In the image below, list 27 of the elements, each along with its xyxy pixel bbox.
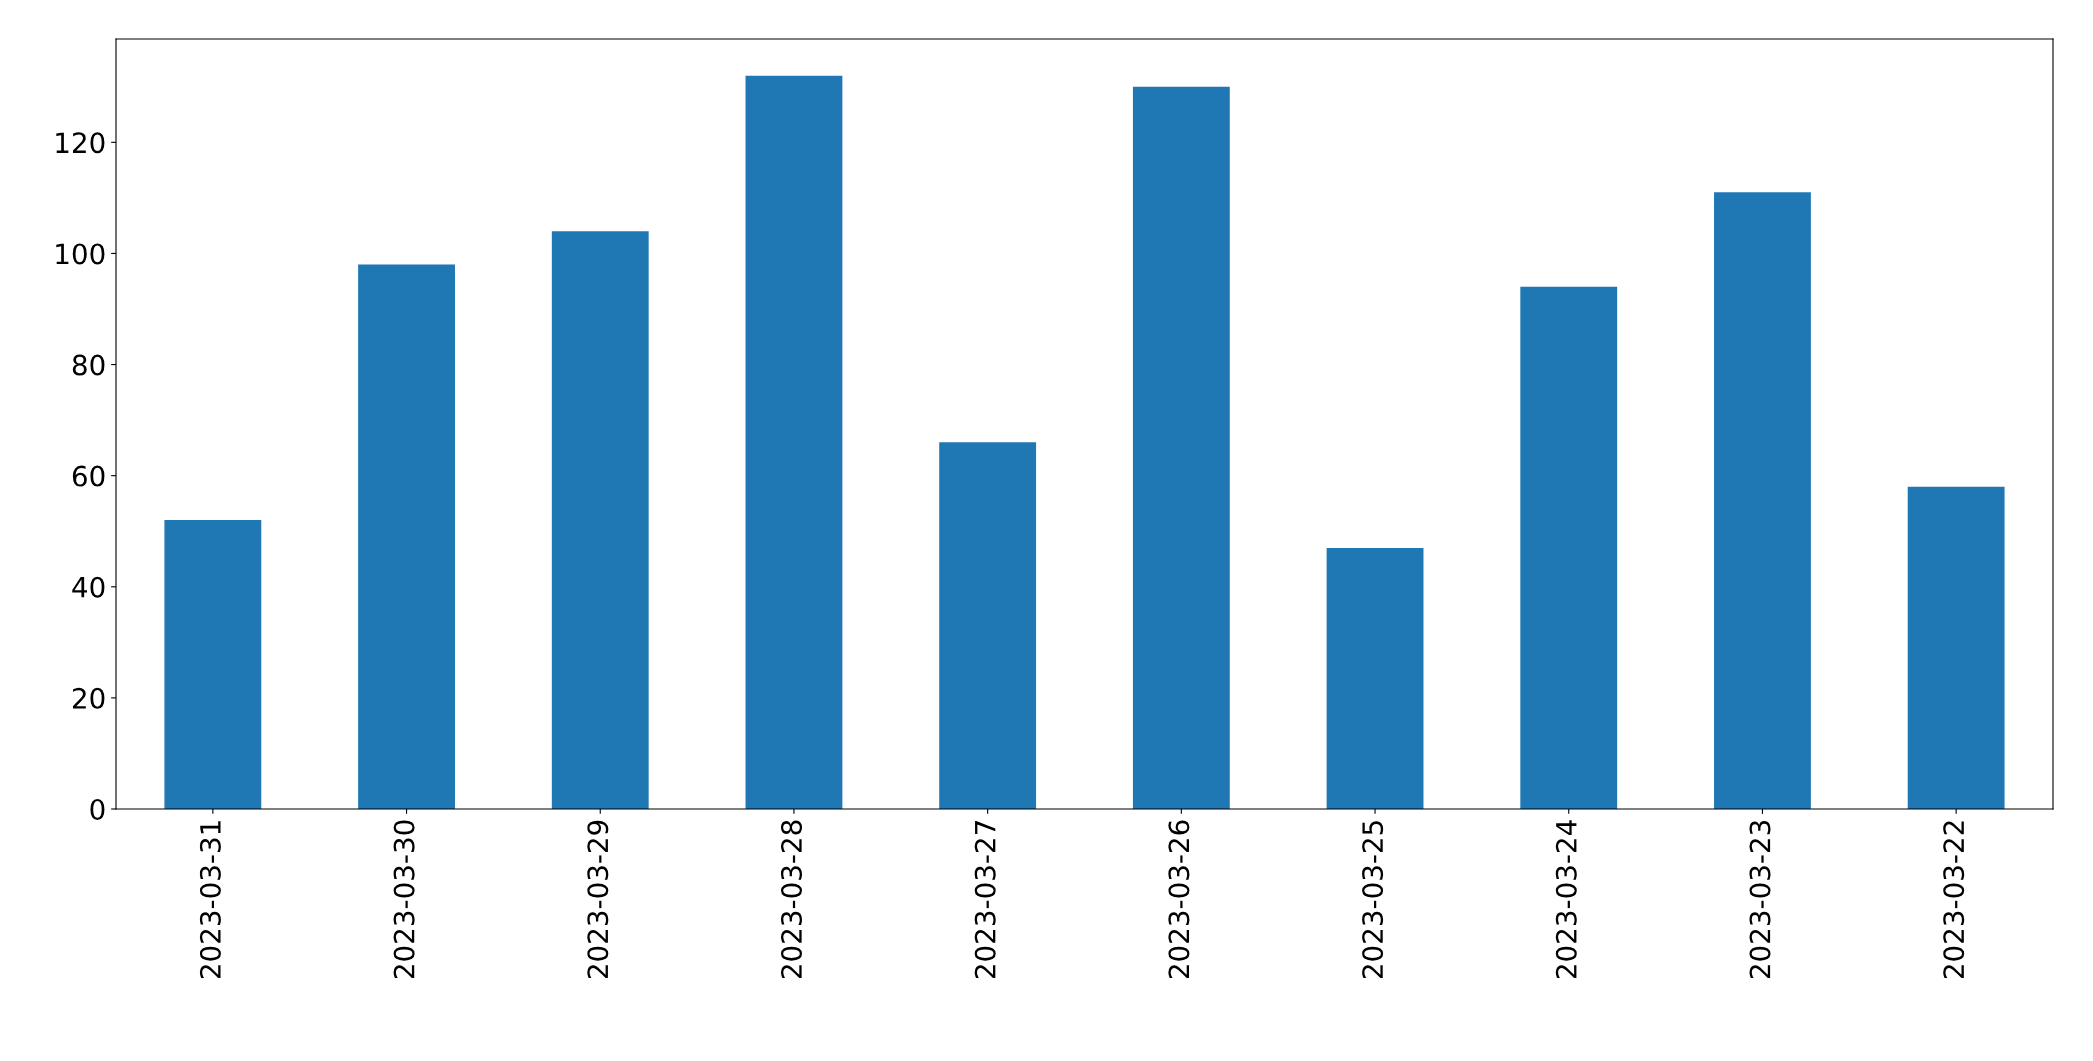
bar [164,520,262,809]
y-tick-label: 0 [90,798,105,820]
x-tick-label: 2023-03-22 [1943,821,1965,979]
bar [1132,86,1230,809]
x-tick-label: 2023-03-26 [1168,820,1190,979]
bar [939,442,1037,809]
bar [551,231,649,809]
bar [1714,192,1811,809]
x-tick-label: 2023-03-30 [393,820,415,979]
x-tick-label: 2023-03-23 [1749,820,1771,979]
bar [1326,547,1424,809]
x-tick-label: 2023-03-25 [1362,821,1384,979]
x-tick-label: 2023-03-28 [781,820,803,979]
y-tick-label: 120 [56,132,105,154]
y-tick-label: 20 [72,687,105,709]
bar [745,75,843,809]
bar [1520,286,1618,809]
y-tick-label: 60 [72,465,105,487]
x-tick-label: 2023-03-24 [1555,820,1577,979]
x-tick-label: 2023-03-29 [587,820,609,979]
x-tick-label: 2023-03-27 [974,821,996,979]
y-tick-label: 80 [72,354,105,376]
bar [1907,486,2005,809]
x-tick-label: 2023-03-31 [199,821,221,979]
y-tick-label: 100 [56,243,105,265]
bar [358,264,455,809]
y-tick-label: 40 [72,576,105,598]
